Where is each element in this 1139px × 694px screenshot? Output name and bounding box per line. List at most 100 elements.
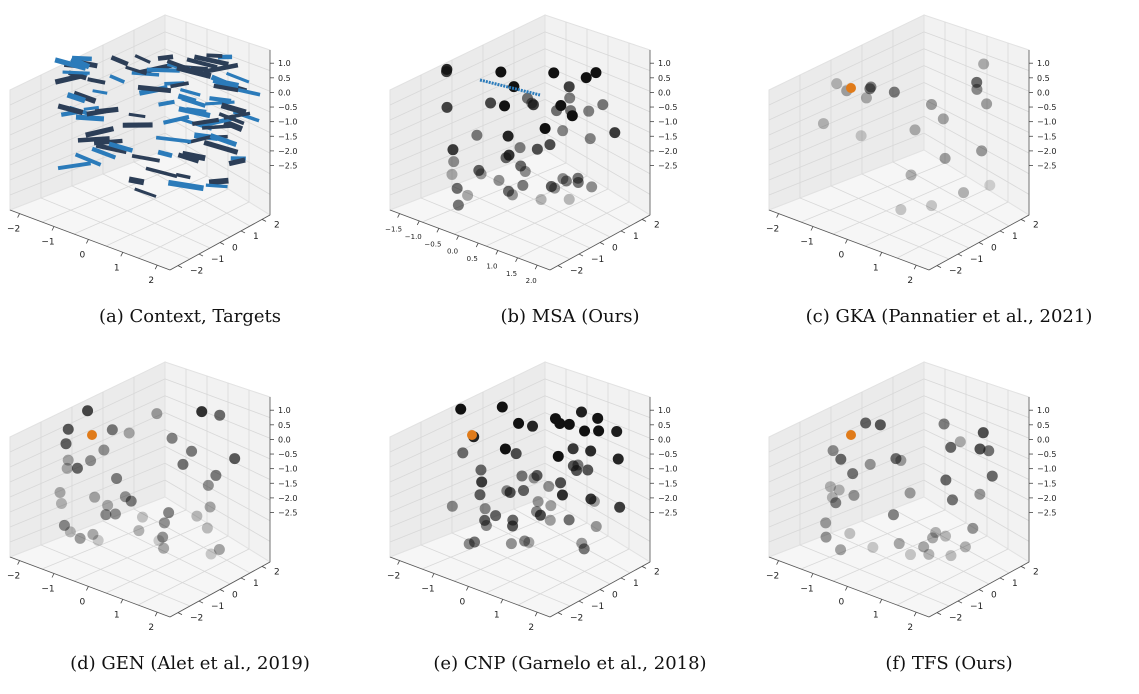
z-tick-label: −1.5 [278,479,297,488]
data-point [937,113,949,125]
y-tick-label: 1 [253,579,259,589]
vector-arrow [213,83,239,93]
data-point [923,548,935,560]
data-point [549,182,561,194]
vector-arrow [232,110,260,123]
z-tick-label: −1.0 [658,118,677,127]
data-point [471,129,483,141]
data-point [614,501,626,513]
data-point [976,145,988,157]
data-point [940,474,952,486]
y-tick-label: −2 [949,614,962,624]
data-point [513,417,525,429]
z-tick-label: −1.5 [658,132,677,141]
vector-arrow [175,172,191,180]
data-point [507,520,519,532]
vector-arrow [66,92,86,104]
data-point [974,488,986,500]
data-point [102,499,114,511]
vector-arrow [210,74,227,86]
vector-arrow [128,176,145,186]
data-point [62,454,74,466]
data-point [123,427,135,439]
z-tick-label: 0.0 [278,88,291,97]
y-tick-label: 1 [1012,579,1018,589]
z-tick-label: −1.0 [278,465,297,474]
data-point [495,66,507,78]
data-point [544,139,556,151]
data-point [909,124,921,136]
vector-arrow [209,96,232,103]
data-point [612,453,624,465]
z-tick-label: −2.0 [658,494,677,503]
data-point [582,464,594,476]
panel-c: 1.0 0.5 0.0 −0.5 −1.0 −1.5 −2.0 −2.5 −2 −1 0 1 2 −2 −1… [759,0,1139,347]
data-point [831,78,843,90]
z-tick-label: −0.5 [278,103,297,112]
data-point [545,180,557,192]
data-point [153,535,165,547]
z-tick-label: 0.0 [658,435,671,444]
x-axis-line [389,556,551,618]
vector-arrow [73,90,97,104]
data-point [202,479,214,491]
data-point [499,100,511,112]
data-point [567,443,579,455]
y-tick-label: 1 [633,579,639,589]
data-point [860,92,872,104]
data-point [918,541,930,553]
y-tick-label: 2 [1033,220,1039,230]
z-tick-label: 0.0 [1037,435,1050,444]
vector-arrow [206,53,223,58]
data-point [565,105,577,117]
data-point [586,181,598,193]
data-point [205,548,217,560]
data-point [549,413,561,425]
data-point [904,549,916,561]
data-point [531,143,543,155]
vector-arrow [57,103,84,116]
plot-c: 1.0 0.5 0.0 −0.5 −1.0 −1.5 −2.0 −2.5 −2 −1 0 1 2 −2 −1… [766,14,1056,286]
data-point [575,406,587,418]
data-point [945,441,957,453]
data-point [930,526,942,538]
data-point [611,426,623,438]
x-tick-label: −2 [766,572,779,582]
x-tick-label: −0.5 [424,240,441,248]
data-point [55,497,67,509]
data-point [583,105,595,117]
data-point [925,98,937,110]
x-tick-label: −1 [800,585,813,595]
vector-arrow [134,187,157,198]
data-point [196,406,208,418]
vector-arrow [157,149,173,158]
data-point [532,496,544,508]
z-tick-label: 1.0 [1037,59,1050,68]
data-point [830,497,842,509]
vector-arrow [93,138,123,146]
data-point [864,458,876,470]
x-axis-line [9,556,171,618]
x-tick-label: −1 [41,238,54,248]
vector-arrow [145,166,178,179]
vector-arrow [137,84,172,94]
vector-arrow [87,77,106,85]
z-tick-label: −2.0 [1037,147,1056,156]
data-point [504,486,516,498]
z-tick-label: −1.5 [1037,479,1056,488]
x-tick-label: −1 [800,238,813,248]
z-tick-label: 0.5 [658,421,671,430]
vector-arrow [54,57,87,71]
data-point [517,179,529,191]
x-tick-label: −1 [41,585,54,595]
data-point [578,543,590,555]
data-point [971,83,983,95]
data-point [848,489,860,501]
x-tick-label: 0 [80,597,86,607]
z-tick-label: −2.5 [658,509,677,518]
z-tick-label: 1.0 [278,406,291,415]
data-point [441,66,453,78]
data-point [895,204,907,216]
data-point [479,514,491,526]
data-point [527,420,539,432]
